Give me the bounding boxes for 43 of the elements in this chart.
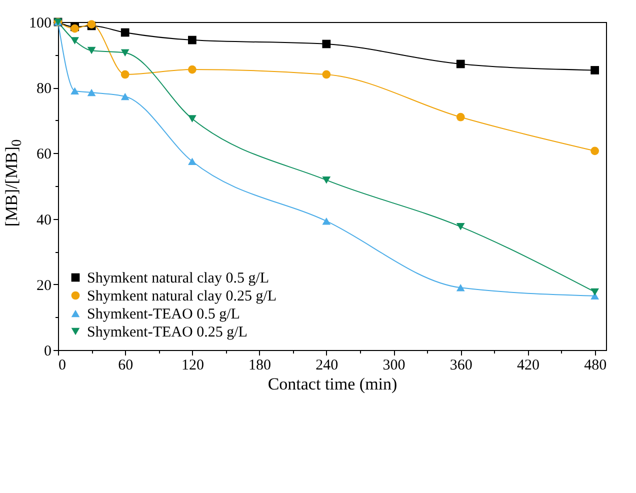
x-tick-label: 360 (450, 358, 472, 374)
x-tick-label: 480 (584, 358, 607, 374)
y-tick-label: 20 (36, 278, 52, 294)
x-tick-label: 300 (382, 358, 406, 374)
y-tick-label: 100 (29, 16, 52, 32)
legend-label: Shymkent-TEAO 0.5 g/L (87, 306, 240, 322)
point (322, 70, 331, 79)
y-tick-label: 0 (44, 344, 52, 360)
point (456, 60, 465, 68)
y-tick-label: 40 (36, 212, 52, 228)
point (590, 66, 599, 74)
point (456, 284, 465, 292)
point (590, 146, 599, 156)
point (120, 49, 130, 56)
x-tick-label: 0 (58, 358, 66, 374)
x-tick-label: 60 (118, 358, 134, 374)
point (188, 65, 196, 74)
point (120, 92, 130, 100)
y-tick-label: 80 (36, 81, 52, 98)
y-tick-label: 60 (36, 146, 52, 163)
point (70, 37, 79, 44)
point (322, 176, 331, 184)
point (188, 158, 196, 166)
point (87, 88, 96, 96)
x-tick-label: 420 (516, 358, 540, 374)
point (188, 115, 196, 122)
point (590, 288, 599, 296)
point (87, 46, 96, 54)
legend-label: Shymkent natural clay 0.25 g/L (87, 288, 277, 304)
x-tick-label: 180 (248, 358, 272, 374)
x-tick-label: 120 (181, 358, 204, 374)
point (120, 28, 130, 37)
point (322, 40, 331, 48)
x-tick-label: 240 (316, 358, 338, 374)
point (322, 217, 331, 225)
point (456, 112, 465, 122)
legend-label: Shymkent-TEAO 0.25 g/L (87, 324, 248, 340)
legend-label: Shymkent natural clay 0.5 g/L (87, 270, 270, 286)
point (188, 36, 196, 44)
point (456, 223, 465, 230)
point (70, 87, 79, 95)
x-axis-title: Contact time (min) (268, 374, 398, 394)
point (120, 70, 130, 79)
